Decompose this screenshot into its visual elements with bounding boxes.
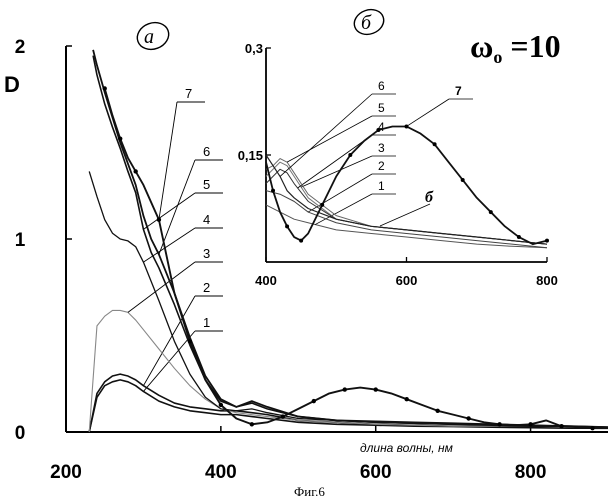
series-7-marker — [374, 387, 378, 391]
x-tick-label: 400 — [205, 462, 237, 483]
series-label-3: 3 — [203, 246, 210, 261]
x-axis-label: длина волны, нм — [360, 441, 453, 455]
series-7-marker — [250, 422, 254, 426]
series-7-marker — [404, 397, 408, 401]
inset-y-tick-label: 0,15 — [238, 148, 263, 163]
inset-series-7-marker — [271, 189, 275, 193]
inset-series-7-marker — [517, 235, 521, 239]
inset-series-label-2: 2 — [378, 159, 385, 173]
series-label-1: 1 — [203, 315, 210, 330]
inset-series-label-7: 7 — [455, 84, 462, 98]
inset-series-label-5: 5 — [378, 101, 385, 115]
series-7-marker — [118, 136, 122, 140]
series-7-marker — [219, 403, 223, 407]
inset-series-7-marker — [461, 178, 465, 182]
series-7-marker — [435, 409, 439, 413]
series-7-marker — [103, 86, 107, 90]
x-tick-label: 600 — [360, 462, 392, 483]
panel-label-a: а — [134, 18, 173, 53]
series-7-marker — [133, 169, 137, 173]
series-7-marker — [312, 399, 316, 403]
series-label-2: 2 — [203, 280, 210, 295]
inset-series-7-marker — [405, 124, 409, 128]
series-7-marker — [188, 339, 192, 343]
svg-text:а: а — [144, 26, 154, 48]
series-7-marker — [559, 424, 563, 428]
inset-series-7-marker — [489, 210, 493, 214]
inset-series-7-marker — [433, 142, 437, 146]
inset-x-tick-label: 800 — [536, 273, 558, 288]
inset-series-7-marker — [320, 203, 324, 207]
series-7-marker — [497, 422, 501, 426]
inset-x-tick-label: 400 — [255, 273, 277, 288]
panel-label-b: б — [351, 6, 387, 39]
inset-curve-label: б — [425, 189, 434, 206]
series-leader-2 — [143, 296, 195, 386]
series-7-marker — [590, 426, 594, 430]
series-leader-3 — [128, 262, 195, 312]
inset-series-label-3: 3 — [378, 141, 385, 155]
inset-series-7-marker — [376, 128, 380, 132]
inset-x-tick-label: 600 — [396, 273, 418, 288]
y-tick-label: 1 — [15, 230, 26, 251]
series-7-marker — [343, 387, 347, 391]
series-label-4: 4 — [203, 212, 210, 227]
inset-series-7-marker — [348, 153, 352, 157]
inset-series-label-6: 6 — [378, 79, 385, 93]
series-label-6: 6 — [203, 144, 210, 159]
inset-series-label-1: 1 — [378, 179, 385, 193]
inset-series-7-marker — [299, 239, 303, 243]
series-leader-4 — [143, 228, 195, 262]
svg-text:б: б — [361, 12, 372, 34]
figure-caption: Фиг.6 — [294, 484, 325, 499]
y-tick-label: 0 — [15, 423, 26, 444]
series-leader-5 — [143, 193, 195, 229]
parameter-label: ωo =10 — [470, 28, 561, 67]
inset-y-tick-label: 0,3 — [245, 41, 263, 56]
inset-series-7-marker — [285, 224, 289, 228]
series-label-7: 7 — [185, 86, 192, 101]
series-line-3 — [89, 310, 608, 432]
y-tick-label: 2 — [15, 37, 26, 58]
x-tick-label: 800 — [515, 462, 547, 483]
x-tick-label: 200 — [50, 462, 82, 483]
series-7-marker — [466, 416, 470, 420]
inset-series-7-marker — [545, 239, 549, 243]
y-axis-label: D — [4, 72, 20, 97]
series-label-5: 5 — [203, 177, 210, 192]
series-7-marker — [281, 414, 285, 418]
series-leader-7 — [159, 102, 177, 220]
series-7-marker — [528, 422, 532, 426]
